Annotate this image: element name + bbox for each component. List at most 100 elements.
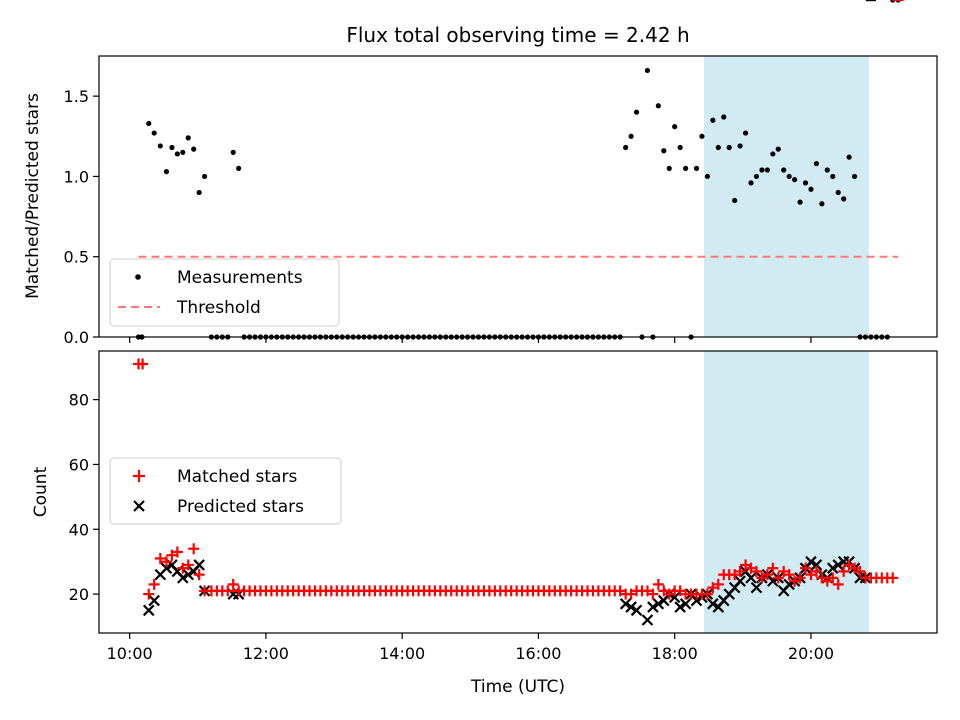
matched-star-point [734,565,746,577]
measurement-point [151,130,157,136]
predicted-star-point [826,562,839,574]
x-axis-ticks [129,337,812,343]
legend: Measurements Threshold [109,258,340,327]
legend-label-threshold: Threshold [176,298,261,318]
measurement-point [704,173,711,180]
measurement-point [759,167,765,173]
y-axis-ticks: 20 40 60 80 [69,391,99,604]
predicted-star-point [641,614,654,626]
x-tick-label: 16:00 [515,644,561,663]
measurement-point [748,180,754,186]
matched-star-point [701,588,713,600]
x-tick-label: 10:00 [107,644,153,663]
predicted-star-point [707,598,719,610]
measurement-point [655,103,661,109]
measurement-point [230,149,236,155]
measurement-point [191,146,197,152]
y-tick-label: 80 [69,391,89,410]
measurement-point [623,144,629,151]
measurement-point [792,177,798,183]
x-tick-label: 12:00 [243,644,289,663]
measurement-point [808,186,814,192]
matched-star-point [772,572,784,584]
y-axis-label: Count [31,466,51,517]
legend-label-predicted: Predicted stars [177,497,304,517]
matched-star-point [761,569,773,581]
predicted-star-point [805,555,817,568]
measurement-point [775,146,781,152]
matched-star-point [810,565,822,577]
matched-star-points [133,0,904,600]
measurement-point [737,143,743,149]
matched-star-point [712,578,724,590]
matched-star-point [783,569,795,581]
predicted-star-point [177,572,189,584]
predicted-star-point [652,598,665,610]
measurement-point [841,196,847,202]
predicted-star-point [750,581,763,594]
plot-frame [98,350,938,634]
y-tick-label: 1.0 [64,167,89,186]
measurement-point [824,167,830,173]
matched-star-point [193,569,205,581]
predicted-star-point [674,601,686,613]
matched-star-point [827,572,839,584]
measurement-point [732,197,738,204]
legend-box [109,457,342,525]
matched-star-point [154,552,166,564]
matched-star-point [143,588,155,600]
matched-star-point [750,565,762,577]
legend: Matched stars Predicted stars [109,457,342,525]
predicted-star-point [647,601,659,613]
predicted-star-point [193,559,205,571]
measurement-point [742,130,749,136]
predicted-star-point [630,604,643,617]
y-tick-label: 20 [69,585,89,604]
measurement-point [710,117,716,123]
predicted-star-point [690,594,703,607]
measurement-point [683,165,689,171]
measurement-point [163,169,170,175]
matched-star-point [838,565,850,577]
legend-marker-measurements [135,274,141,280]
predicted-star-point [625,601,637,613]
x-axis-label: Time (UTC) [470,677,565,697]
matched-star-point [794,572,806,584]
ratio-panel: 0.0 0.5 1.0 1.5 Matched/Predicted stars Mea… [23,0,938,347]
y-tick-label: 1.5 [64,87,89,106]
measurement-point [236,165,242,171]
measurement-point [666,165,672,171]
measurement-point [180,149,186,155]
matched-star-point [832,578,844,590]
matched-star-point [854,565,866,577]
measurement-point [677,144,683,151]
measurement-point [146,120,152,127]
matched-star-point [647,588,659,600]
measurement-point [721,114,727,120]
matched-star-point [227,578,239,590]
measurement-point [802,180,809,186]
matched-star-point [171,546,183,558]
measurement-point [169,144,175,151]
x-tick-label: 20:00 [788,644,834,663]
measurement-point [726,144,732,151]
predicted-star-point [182,568,195,581]
legend-label-matched: Matched stars [177,467,297,487]
measurement-point [157,143,163,149]
y-axis-label: Matched/Predicted stars [23,93,43,299]
measurement-point [753,173,760,180]
measurement-point [846,154,852,160]
predicted-star-point [142,604,155,617]
matched-star-point [188,543,200,555]
measurement-point [661,148,667,154]
matched-star-point [160,556,172,568]
measurement-point [835,189,841,196]
measurement-point [851,173,858,180]
x-axis-ticks: 10:00 12:00 14:00 16:00 18:00 20:00 [107,633,834,663]
highlight-span [703,351,869,633]
measurement-point [715,144,721,151]
matched-star-point [222,585,234,597]
y-tick-label: 0.5 [64,248,89,267]
